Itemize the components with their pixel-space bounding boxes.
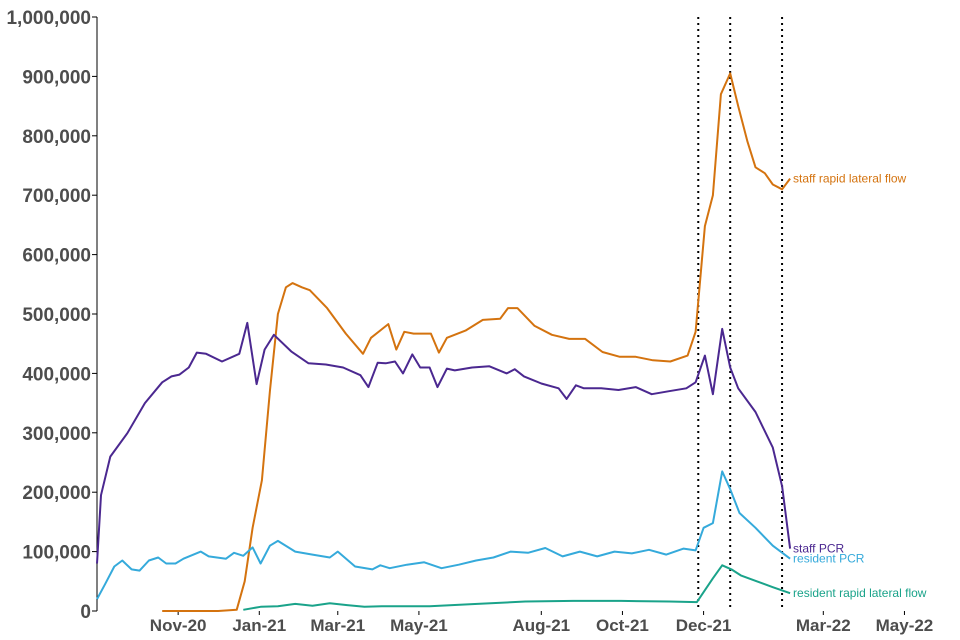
y-tick-label: 0 (80, 602, 91, 623)
x-tick-label: Aug-21 (512, 616, 570, 635)
series-line-resident-rapid-lateral-flow (243, 564, 791, 611)
x-tick-label: Jan-21 (232, 616, 286, 635)
y-tick-label: 800,000 (22, 127, 91, 148)
y-tick-label: 100,000 (22, 543, 91, 564)
x-tick-label: May-22 (876, 616, 934, 635)
series-line-staff-rapid-lateral-flow (162, 72, 791, 612)
series-lines (96, 72, 792, 612)
y-tick-label: 600,000 (22, 246, 91, 267)
y-tick-label: 300,000 (22, 424, 91, 445)
y-tick-label: 200,000 (22, 483, 91, 504)
vertical-marker-lines (697, 17, 784, 611)
series-line-staff-pcr (96, 321, 792, 564)
y-tick-label: 1,000,000 (6, 8, 91, 29)
y-axis-ticks: 0 100,000 200,000 300,000 400,000 500,000 600,… (6, 8, 97, 623)
y-tick-label: 400,000 (22, 364, 91, 385)
series-end-label: resident rapid lateral flow (793, 586, 927, 600)
x-tick-label: Nov-20 (150, 616, 207, 635)
series-line-resident-pcr (96, 470, 791, 600)
x-axis-ticks: Nov-20 Jan-21 Mar-21 May-21 Aug-21 Oct-21 Dec-… (150, 611, 933, 635)
x-tick-label: Oct-21 (596, 616, 649, 635)
series-end-label: staff rapid lateral flow (793, 172, 907, 186)
series-end-label: resident PCR (793, 552, 865, 566)
y-tick-label: 700,000 (22, 186, 91, 207)
y-tick-label: 500,000 (22, 305, 91, 326)
x-tick-label: Mar-22 (796, 616, 851, 635)
y-tick-label: 900,000 (22, 67, 91, 88)
series-end-label: staff PCR (793, 542, 844, 556)
x-tick-label: Mar-21 (310, 616, 365, 635)
x-tick-label: May-21 (390, 616, 448, 635)
x-tick-label: Dec-21 (676, 616, 732, 635)
